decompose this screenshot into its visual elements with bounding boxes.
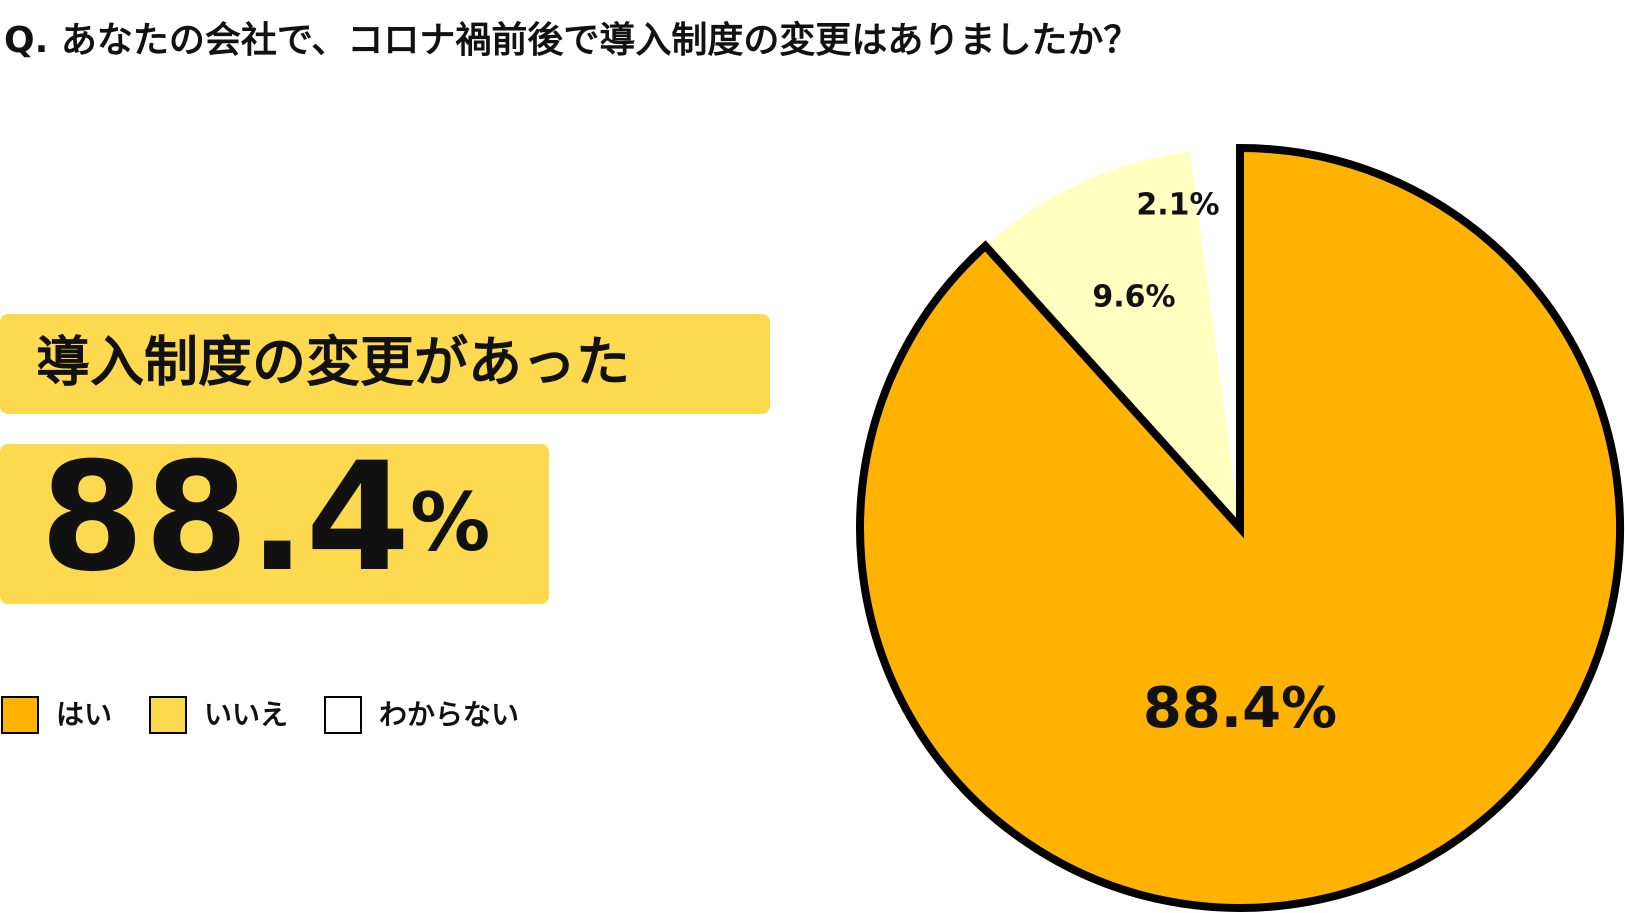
highlight-value: 88.4% (40, 431, 490, 605)
pie-slice (1190, 148, 1240, 528)
pie-slice (856, 143, 1624, 912)
highlight-value-box (0, 444, 549, 604)
chart-title: Q. あなたの会社で、コロナ禍前後で導入制度の変更はありましたか？ (4, 19, 1139, 61)
data-label: 9.6% (1092, 280, 1175, 315)
legend-label: わからない (379, 698, 519, 731)
legend-swatch (1, 696, 39, 734)
legend-swatch (149, 696, 187, 734)
data-label: 2.1% (1136, 188, 1219, 223)
legend-swatch (324, 696, 362, 734)
data-label: 88.4% (1143, 676, 1337, 741)
legend-label: はい (56, 698, 112, 731)
legend-label: いいえ (204, 698, 288, 731)
highlight-label: 導入制度の変更があった (36, 331, 630, 394)
pie-slice (985, 151, 1240, 528)
highlight-box (0, 314, 770, 414)
